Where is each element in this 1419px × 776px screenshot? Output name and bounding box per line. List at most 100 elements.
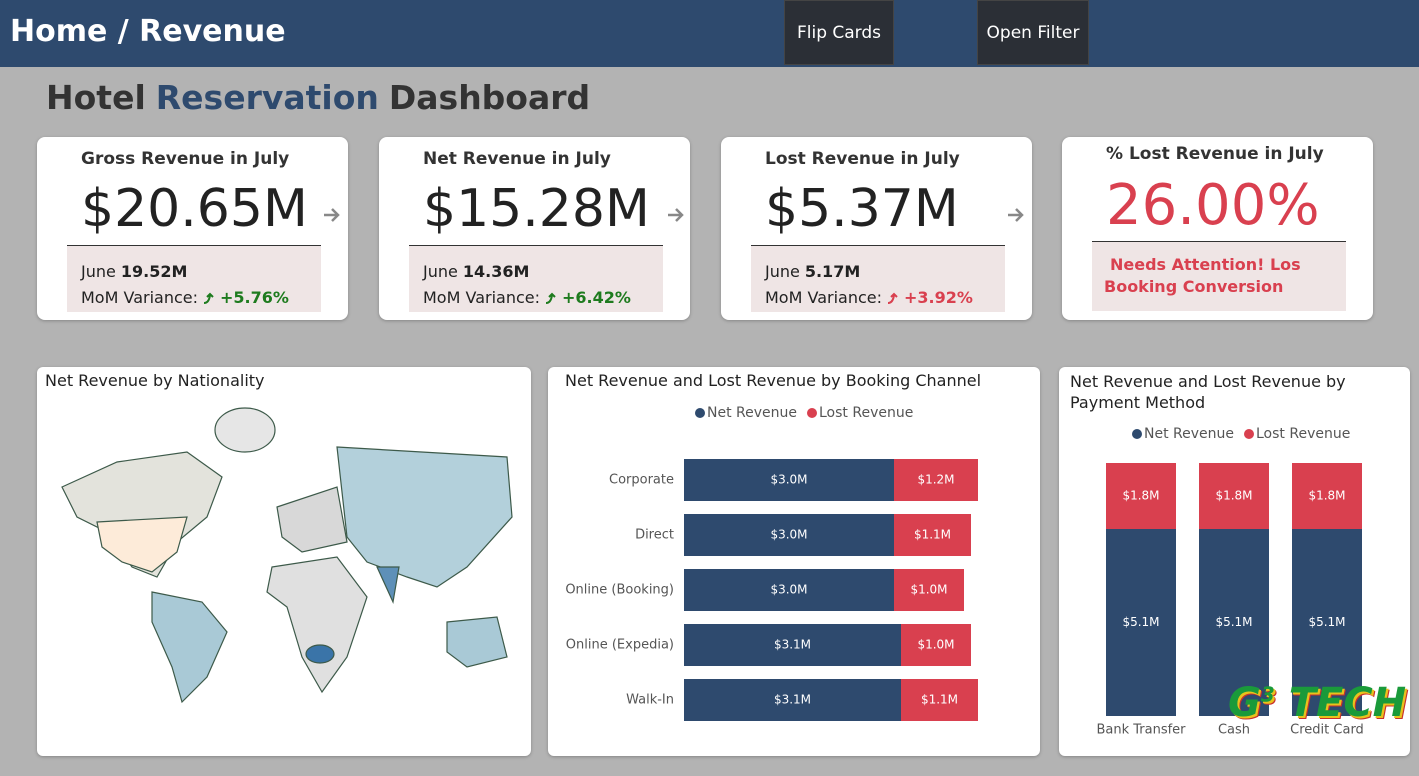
flip-cards-button[interactable]: Flip Cards (784, 0, 894, 65)
legend-label: Lost Revenue (819, 405, 913, 421)
previous: June 19.52M (81, 262, 187, 281)
data-label: $5.1M (1308, 615, 1345, 629)
region (376, 566, 400, 605)
logo-part: TECH (1288, 680, 1407, 726)
previous: June 5.17M (765, 262, 860, 281)
variance-label: MoM Variance: (765, 288, 882, 307)
title-part: Hotel (46, 78, 146, 117)
data-label: $5.1M (1215, 615, 1252, 629)
card-title: Net Revenue in July (423, 149, 611, 169)
card-divider (409, 245, 663, 246)
title-part: Reservation (155, 78, 379, 117)
variance-label: MoM Variance: (423, 288, 540, 307)
previous-label: June (765, 262, 800, 281)
card-arrows (324, 208, 1024, 222)
data-label: $1.8M (1122, 489, 1159, 503)
category-label: Online (Booking) (565, 583, 674, 598)
map-panel: Net Revenue by Nationality (37, 367, 531, 756)
category-label: Bank Transfer (1096, 723, 1186, 738)
bar-segment (684, 459, 894, 501)
bar-segment (901, 624, 971, 666)
card-value: 26.00% (1106, 173, 1320, 238)
legend-label: Lost Revenue (1256, 426, 1350, 442)
world-map (61, 407, 513, 704)
card-title: Gross Revenue in July (81, 149, 290, 169)
bar-segment (894, 459, 978, 501)
previous-value: 19.52M (120, 262, 188, 281)
bar-segment (1106, 529, 1176, 716)
bar-segment (894, 569, 964, 611)
channel-panel: Net Revenue and Lost Revenue by Booking … (548, 367, 1040, 756)
region (151, 591, 228, 704)
previous-label: June (423, 262, 458, 281)
header-title: Home / Revenue (10, 14, 286, 49)
data-label: $1.1M (914, 528, 951, 542)
category-label: Cash (1218, 723, 1250, 738)
bar-segment (1292, 529, 1362, 716)
data-label: $1.0M (910, 583, 947, 597)
trend-arrow (887, 292, 898, 304)
kpi-card: Net Revenue in July $15.28M June 14.36M MoM … (379, 137, 690, 320)
bar-segment (894, 514, 971, 556)
region (96, 516, 188, 573)
card-divider (67, 245, 321, 246)
chart: Net Revenue Lost Revenue Corporate $3.0M $1.… (565, 405, 978, 721)
card-box: June 14.36M MoM Variance: +6.42% (409, 246, 663, 312)
data-label: $5.1M (1122, 615, 1159, 629)
trend-icon (887, 292, 898, 304)
kpi-card: Gross Revenue in July $20.65M June 19.52M Mo… (37, 137, 348, 320)
previous-value: 14.36M (462, 262, 530, 281)
region (305, 644, 335, 664)
bar-segment (1106, 463, 1176, 529)
logo-part: G (1228, 680, 1261, 726)
category-label: Credit Card (1290, 723, 1364, 738)
legend-dot (1132, 429, 1142, 439)
category-label: Online (Expedia) (566, 638, 674, 653)
variance-label: MoM Variance: (81, 288, 198, 307)
logo-part: 3 (1260, 682, 1275, 707)
chart-title: Net Revenue and Lost Revenue by Booking … (565, 371, 982, 390)
trend-arrow (203, 292, 214, 304)
alert-note: Needs Attention! Los Booking Conversion (1104, 255, 1301, 296)
bar-segment (684, 624, 901, 666)
legend-label: Net Revenue (1144, 426, 1234, 442)
card-divider (1092, 241, 1346, 242)
dashboard-title: Hotel Reservation Dashboard (46, 78, 600, 117)
variance-value: +3.92% (904, 288, 973, 307)
header: Home / Revenue Flip Cards Open Filter (0, 0, 1419, 67)
alert-card: % Lost Revenue in July 26.00% Needs Atte… (1062, 137, 1373, 320)
previous-value: 5.17M (804, 262, 861, 281)
trend-arrow (545, 292, 556, 304)
region (276, 486, 348, 553)
logo: G3 TECH (1228, 680, 1406, 726)
region (266, 556, 368, 694)
chart: Net Revenue Lost Revenue Bank Transfer $5.1… (1096, 426, 1364, 738)
open-filter-button[interactable]: Open Filter (977, 0, 1089, 65)
variance-value: +6.42% (562, 288, 631, 307)
card-box: Needs Attention! Los Booking Conversion (1092, 242, 1346, 311)
trend-icon (545, 292, 556, 304)
bar-segment (1199, 529, 1269, 716)
legend-dot (1244, 429, 1254, 439)
bar-segment (1292, 463, 1362, 529)
legend-dot (807, 408, 817, 418)
data-label: $3.0M (770, 528, 807, 542)
card-title: % Lost Revenue in July (1106, 144, 1324, 164)
card-value: $20.65M (81, 179, 308, 239)
data-label: $1.8M (1215, 489, 1252, 503)
data-label: $1.1M (921, 693, 958, 707)
category-label: Walk-In (626, 693, 674, 708)
variance: MoM Variance: +6.42% (423, 288, 631, 307)
card-box: June 5.17M MoM Variance: +3.92% (751, 246, 1005, 312)
region (336, 446, 513, 588)
data-label: $1.8M (1308, 489, 1345, 503)
variance-value: +5.76% (220, 288, 289, 307)
trend-icon (203, 292, 214, 304)
previous: June 14.36M (423, 262, 529, 281)
data-label: $3.0M (770, 583, 807, 597)
arrow (1008, 208, 1024, 222)
data-label: $3.1M (774, 693, 811, 707)
data-label: $1.0M (917, 638, 954, 652)
card-title: Lost Revenue in July (765, 149, 960, 169)
